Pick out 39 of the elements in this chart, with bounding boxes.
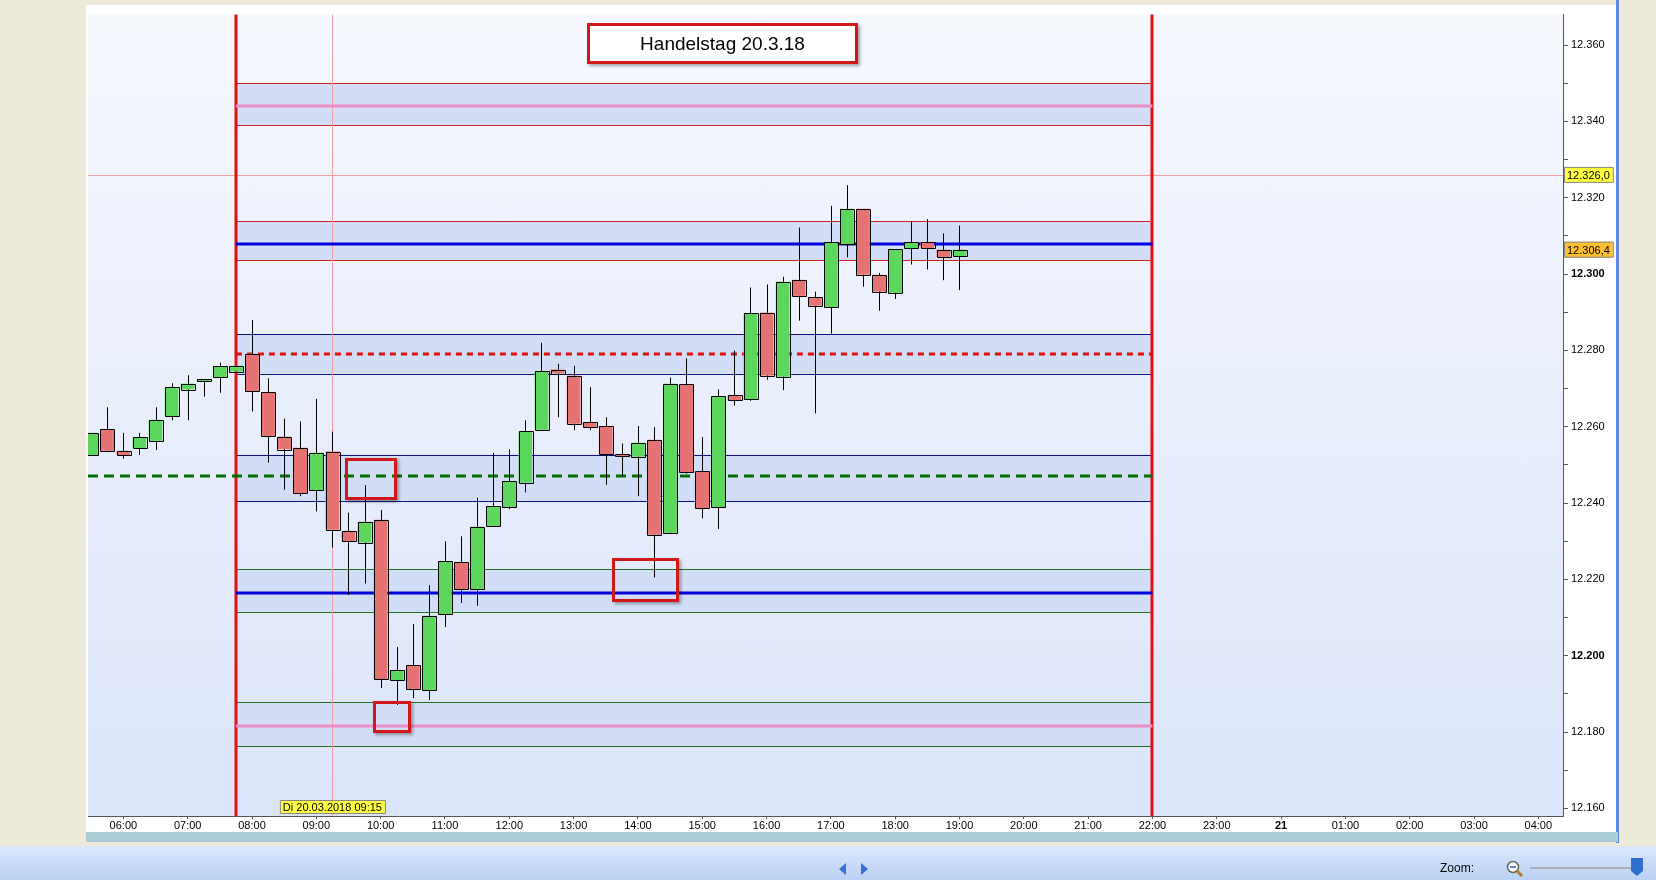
x-tick-label: 10:00 [366,818,395,831]
y-tick-label: 12.280 [1571,343,1605,356]
candlestick [904,220,919,266]
x-tick-label: 15:00 [688,818,716,831]
y-tick-label: 12.340 [1571,114,1605,127]
y-tick-label: 12.300 [1571,267,1605,280]
text: 12.306,4 [1567,243,1610,256]
x-tick-label: 23:00 [1203,818,1231,831]
x-tick-label: 12:00 [495,818,524,831]
y-tick-label: 12.220 [1571,572,1605,585]
x-tick-label: 21:00 [1074,818,1102,831]
x-tick-label: 01:00 [1331,818,1360,831]
x-tick-label: 16:00 [752,818,781,831]
x-tick-label: 07:00 [173,818,202,831]
x-tick-label: 03:00 [1460,818,1488,831]
x-tick-label: 09:00 [302,818,331,831]
x-tick-label: 08:00 [238,818,266,831]
y-tick-label: 12.180 [1571,725,1605,738]
ref-line-label: 12.326,0 [1567,168,1610,181]
x-tick-label: 17:00 [817,818,845,831]
x-tick-label: 06:00 [109,818,138,831]
x-tick-label: 13:00 [559,818,588,831]
ref-line-label: Di 20.03.2018 09:15 [282,800,382,813]
x-tick-label: 19:00 [945,818,974,831]
y-tick-label: 12.260 [1571,419,1605,432]
x-tick-label: 04:00 [1524,818,1553,831]
x-tick-label: 14:00 [624,818,652,831]
y-tick-label: 12.360 [1571,38,1605,51]
y-tick-label: 12.160 [1571,801,1605,814]
x-tick-label: 02:00 [1395,818,1424,831]
x-tick-label: 20:00 [1010,818,1038,831]
x-tick-label: 22:00 [1138,818,1167,831]
y-tick-label: 12.200 [1571,648,1605,661]
text: Zoom: [1440,861,1475,875]
y-tick-label: 12.240 [1571,496,1605,509]
x-tick-label: 18:00 [881,818,909,831]
x-tick-label: 11:00 [431,818,459,831]
y-tick-label: 12.320 [1571,190,1605,203]
x-tick-label: 21 [1274,818,1288,831]
